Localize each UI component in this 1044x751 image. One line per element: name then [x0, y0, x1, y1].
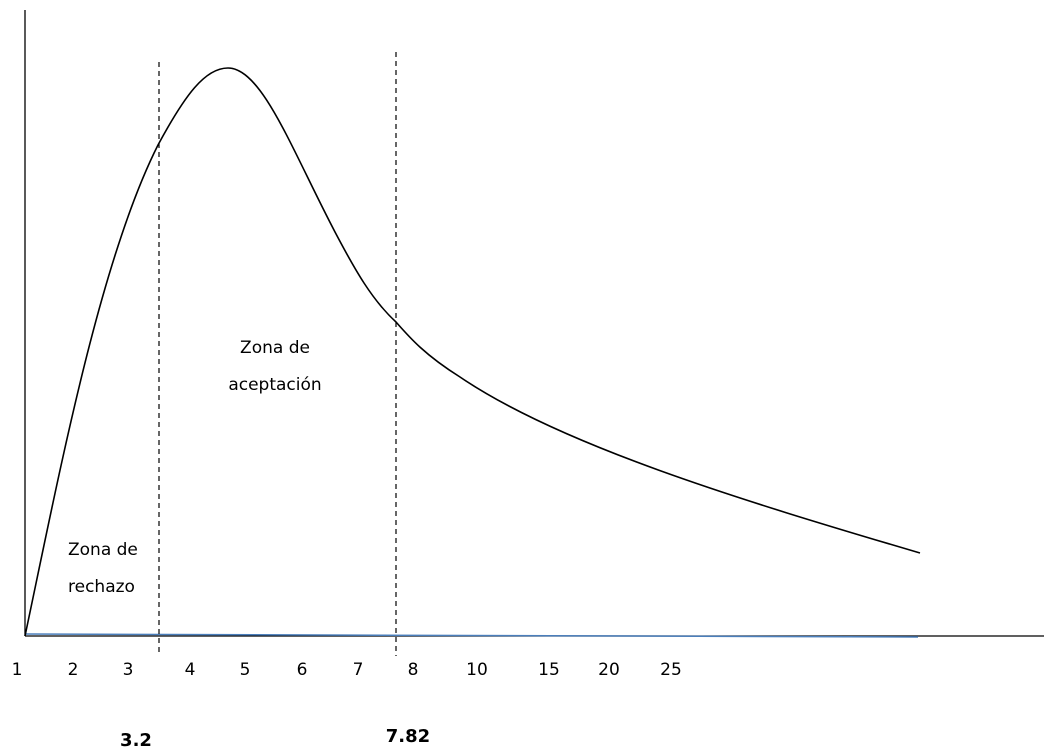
x-tick-label: 7 — [353, 660, 364, 680]
x-tick-label: 4 — [185, 660, 196, 680]
x-tick-label: 10 — [466, 660, 488, 680]
critical-value-label: 3.2 — [120, 730, 152, 751]
distribution-curve — [24, 67, 921, 637]
x-tick-label: 25 — [660, 660, 682, 680]
acceptance-zone-label-line2: aceptación — [228, 375, 321, 395]
baseline-line — [24, 633, 919, 638]
x-tick-label: 8 — [408, 660, 419, 680]
x-tick-label: 20 — [598, 660, 620, 680]
x-tick-label: 15 — [538, 660, 560, 680]
x-tick-label: 2 — [68, 660, 79, 680]
acceptance-zone-label-line1: Zona de — [240, 338, 310, 358]
x-tick-label: 3 — [123, 660, 134, 680]
x-tick-label: 6 — [297, 660, 308, 680]
x-tick-label: 5 — [240, 660, 251, 680]
critical-value-label: 7.82 — [386, 726, 430, 747]
rejection-zone-label-line1: Zona de — [68, 540, 138, 560]
x-tick-label: 1 — [12, 660, 23, 680]
rejection-zone-label-line2: rechazo — [68, 577, 135, 597]
